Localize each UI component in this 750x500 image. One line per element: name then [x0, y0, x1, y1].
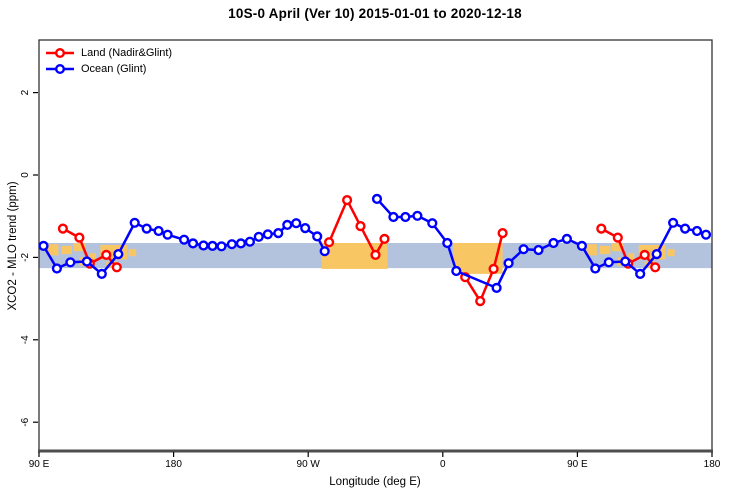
land-mean-band — [61, 245, 72, 255]
ocean-series-point — [491, 282, 502, 294]
x-tick-label: 90 W — [297, 459, 321, 470]
ocean-series-point — [38, 240, 49, 252]
x-tick-label: 0 — [440, 459, 446, 470]
ocean-series-point — [162, 229, 173, 240]
ocean-series-point — [590, 263, 601, 274]
land-series-point — [370, 249, 381, 261]
land-series-point — [488, 263, 499, 275]
land-mean-band — [628, 253, 635, 262]
ocean-series-point — [561, 233, 573, 245]
ocean-series-point — [300, 223, 311, 234]
legend-entry-ocean: Ocean (Glint) — [45, 61, 172, 77]
ocean-series-point — [129, 217, 140, 228]
land-mean-band — [599, 245, 611, 255]
legend: Land (Nadir&Glint) Ocean (Glint) — [45, 45, 172, 77]
ocean-series-point — [518, 244, 529, 255]
land-series-point — [379, 233, 390, 245]
land-mean-band — [89, 253, 96, 262]
land-series-point — [355, 221, 366, 232]
ocean-series-point — [691, 225, 703, 237]
ocean-series-point — [262, 229, 273, 240]
land-series-point — [74, 232, 85, 243]
ocean-series-point — [179, 234, 190, 245]
y-tick-label: -4 — [20, 335, 31, 344]
ocean-series-point — [679, 223, 691, 234]
ocean-series-point — [207, 240, 218, 252]
land-series-point — [650, 262, 661, 273]
ocean-series-point — [620, 256, 631, 267]
land-series-point — [324, 237, 335, 248]
ocean-series-point — [273, 228, 284, 239]
land-series-point — [639, 249, 650, 261]
ocean-series-point — [700, 229, 712, 240]
ocean-series-point — [400, 211, 411, 223]
ocean-series-point — [198, 240, 209, 251]
land-series-point — [101, 249, 112, 261]
ocean-series-point — [388, 211, 399, 223]
land-mean-band — [47, 244, 59, 256]
x-tick-label: 90 E — [29, 459, 50, 470]
ocean-series-point — [187, 238, 199, 249]
ocean-series-point — [282, 219, 293, 231]
y-tick-label: 0 — [20, 172, 31, 178]
x-tick-label: 180 — [165, 459, 182, 470]
land-series-point — [475, 296, 486, 307]
y-tick-label: 2 — [20, 89, 31, 95]
land-series-point — [596, 223, 607, 234]
land-series-point — [497, 228, 508, 239]
ocean-series-point — [576, 240, 588, 252]
ocean-series-point — [65, 257, 76, 268]
ocean-series-point — [235, 238, 247, 249]
land-mean-band — [644, 261, 656, 268]
x-tick-label: 180 — [704, 459, 721, 470]
ocean-series-point — [291, 218, 302, 229]
land-series-point — [57, 223, 69, 234]
ocean-series-point — [141, 223, 152, 234]
y-tick-label: -6 — [20, 417, 31, 426]
ocean-series-point — [651, 249, 662, 260]
y-tick-label: -2 — [20, 253, 31, 262]
legend-entry-land: Land (Nadir&Glint) — [45, 45, 172, 61]
ocean-series-point — [412, 210, 423, 221]
ocean-series-point — [253, 231, 264, 242]
legend-label-land: Land (Nadir&Glint) — [81, 47, 173, 59]
chart-title: 10S-0 April (Ver 10) 2015-01-01 to 2020-… — [228, 6, 522, 21]
ocean-series-point — [96, 268, 107, 280]
land-series-point — [342, 195, 353, 206]
ocean-series-point — [603, 257, 614, 268]
land-mean-band — [106, 261, 117, 268]
x-tick-label: 90 E — [567, 459, 588, 470]
ocean-series-point — [113, 249, 124, 260]
ocean-series-point — [427, 218, 438, 229]
land-mean-band — [586, 244, 597, 256]
ocean-series-point — [153, 225, 164, 237]
legend-label-ocean: Ocean (Glint) — [81, 63, 147, 75]
ocean-series-point — [635, 268, 646, 280]
ocean-series-point — [312, 231, 323, 242]
legend-swatch-land-icon — [46, 48, 74, 58]
ocean-series-point — [451, 265, 462, 277]
ocean-series-point — [319, 246, 330, 257]
ocean-series-point — [51, 263, 63, 274]
ocean-series-point — [548, 237, 559, 249]
land-mean-band — [667, 249, 675, 257]
land-mean-band — [128, 249, 137, 257]
land-series-point — [612, 232, 623, 243]
ocean-series-point — [503, 258, 514, 269]
ocean-series-point — [371, 193, 383, 205]
land-series-point — [111, 262, 122, 273]
ocean-series-point — [226, 239, 238, 250]
x-axis-title: Longitude (deg E) — [329, 476, 421, 488]
legend-swatch-ocean-icon — [46, 64, 74, 74]
ocean-series-point — [81, 256, 93, 267]
ocean-series-point — [667, 217, 679, 228]
ocean-series-point — [442, 237, 453, 249]
ocean-series-point — [533, 244, 544, 256]
land-mean-band — [611, 243, 624, 252]
ocean-series-point — [244, 236, 256, 247]
land-mean-band — [73, 243, 86, 252]
ocean-series-point — [216, 241, 227, 252]
